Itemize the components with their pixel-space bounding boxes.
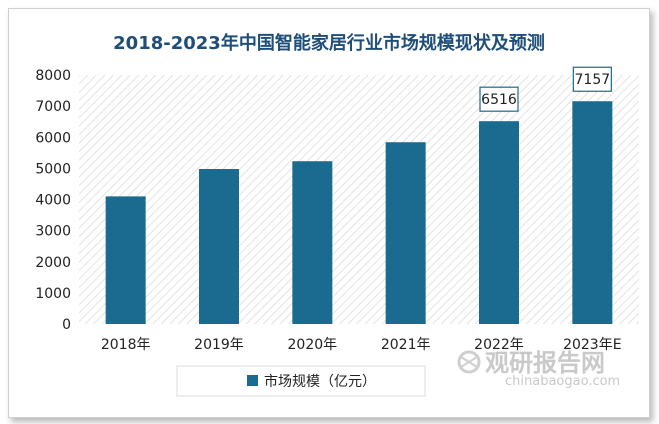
bar <box>572 101 613 324</box>
y-tick-label: 8000 <box>35 68 71 84</box>
watermark: 观研报告网 chinabaogao.com <box>457 349 620 389</box>
y-tick-label: 3000 <box>35 224 71 240</box>
chart-title: 2018-2023年中国智能家居行业市场规模现状及预测 <box>113 32 545 54</box>
x-axis: 2018年 2019年 2020年 2021年 2022年 2023年E <box>101 337 622 353</box>
data-labels: 6516 7157 <box>479 66 612 112</box>
y-tick-label: 5000 <box>35 161 71 177</box>
y-axis: 0 1000 2000 3000 4000 5000 6000 7000 8000 <box>35 68 71 333</box>
x-tick-label: 2018年 <box>101 337 151 353</box>
data-label-box <box>572 66 612 92</box>
bar <box>292 161 333 324</box>
data-label: 7157 <box>575 72 611 88</box>
legend-swatch <box>247 375 258 386</box>
x-tick-label: 2021年 <box>381 337 431 353</box>
y-tick-label: 7000 <box>35 99 71 115</box>
bar <box>199 168 239 324</box>
legend-label: 市场规模（亿元） <box>264 373 376 390</box>
y-tick-label: 0 <box>62 317 71 333</box>
watermark-cn: 观研报告网 <box>485 349 605 377</box>
bar <box>479 121 519 324</box>
y-tick-label: 6000 <box>35 130 71 146</box>
legend-box <box>176 365 426 397</box>
y-tick-label: 2000 <box>35 255 71 271</box>
y-tick-label: 4000 <box>35 193 71 209</box>
x-tick-label: 2023年E <box>563 337 621 353</box>
plot-area <box>79 75 639 324</box>
data-label-box <box>479 86 519 112</box>
bar-chart: 2018-2023年中国智能家居行业市场规模现状及预测 0 1000 2000 300… <box>35 32 639 397</box>
x-tick-label: 2019年 <box>194 337 244 353</box>
y-tick-label: 1000 <box>35 286 71 302</box>
chart-frame: 2018-2023年中国智能家居行业市场规模现状及预测 0 1000 2000 300… <box>8 8 650 418</box>
x-tick-label: 2020年 <box>288 337 338 353</box>
bar <box>105 196 146 324</box>
bars <box>105 101 613 324</box>
x-tick-label: 2022年 <box>474 337 524 353</box>
watermark-logo-icon <box>457 350 481 374</box>
data-label: 6516 <box>481 92 517 108</box>
watermark-en: chinabaogao.com <box>505 374 620 389</box>
bar <box>385 142 426 324</box>
legend: 市场规模（亿元） <box>176 365 426 397</box>
